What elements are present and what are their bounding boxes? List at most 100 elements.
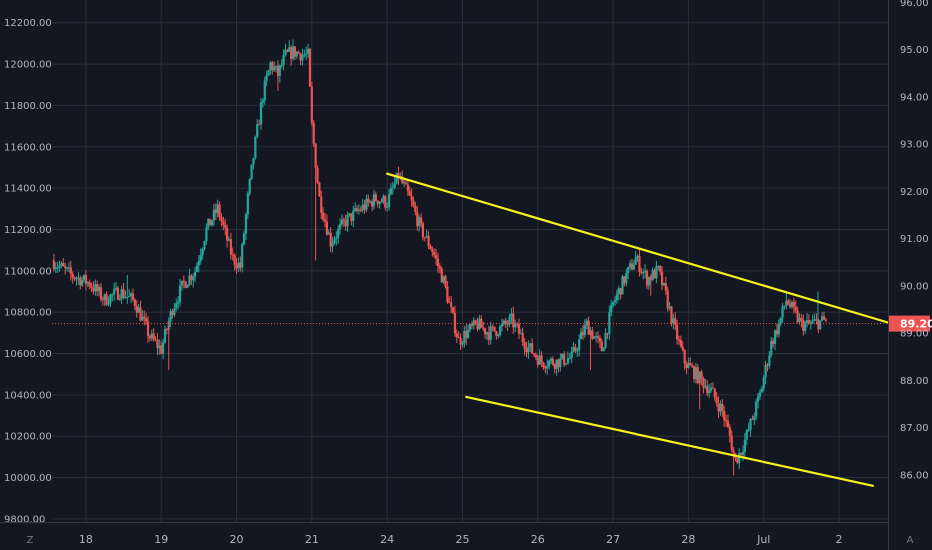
candle — [502, 319, 505, 327]
candle — [491, 324, 494, 332]
candle — [692, 365, 696, 383]
candle-body — [549, 358, 553, 361]
candle-body — [527, 346, 530, 353]
candle — [732, 446, 735, 454]
candle-body — [259, 102, 263, 125]
candle — [92, 281, 95, 295]
candle-body — [446, 286, 449, 302]
candle-body — [129, 293, 133, 296]
candle-body — [122, 289, 125, 298]
candle — [150, 329, 153, 341]
candle — [216, 199, 219, 218]
candle — [804, 320, 807, 334]
candle-body — [227, 239, 231, 241]
candle — [54, 262, 57, 274]
candle-body — [551, 358, 554, 365]
candle-body — [354, 208, 357, 211]
candlestick-series — [52, 39, 827, 476]
right-price-axis[interactable]: 96.00 95.00 94.00 93.00 92.00 91.00 90.00 89.00… — [888, 0, 929, 550]
candle — [525, 341, 528, 358]
candle — [538, 349, 541, 366]
candle-body — [52, 260, 55, 270]
candle — [790, 300, 794, 309]
candle-body — [595, 336, 598, 338]
candle-body — [756, 396, 760, 402]
right-tick-label: 96.00 — [900, 0, 929, 9]
candle-body — [252, 158, 255, 165]
candle — [734, 453, 737, 462]
time-axis[interactable]: 18 19 20 21 24 25 26 27 28 Jul 2 — [0, 522, 888, 547]
candle-body — [802, 320, 805, 331]
channel-trendline[interactable] — [386, 172, 890, 324]
candle-body — [523, 341, 526, 349]
candle — [423, 236, 426, 242]
left-tick-label: 11000.00 — [4, 266, 52, 277]
candle — [384, 194, 387, 211]
candle-body — [265, 75, 268, 81]
candle — [493, 326, 496, 333]
candle-body — [728, 427, 731, 436]
candle-body — [60, 263, 63, 266]
candle — [361, 198, 364, 213]
zoom-corner-button[interactable]: Z — [27, 535, 34, 546]
candle-body — [320, 196, 323, 213]
candle — [348, 213, 351, 217]
candle — [651, 267, 654, 281]
right-tick-label: 92.00 — [900, 187, 929, 198]
candle — [224, 218, 227, 236]
candle-body — [553, 364, 556, 369]
candle-body — [745, 430, 748, 440]
candle-body — [485, 332, 489, 335]
candle — [370, 198, 374, 212]
candle-body — [798, 317, 801, 322]
candle-body — [276, 65, 280, 76]
candle — [645, 269, 649, 290]
candle-body — [216, 204, 219, 214]
candle — [322, 207, 325, 222]
candle-body — [777, 323, 780, 335]
candle-body — [116, 287, 120, 300]
candle — [691, 362, 694, 369]
candle-body — [514, 323, 517, 328]
candle-body — [683, 350, 686, 364]
candle — [636, 254, 639, 262]
candle — [655, 260, 658, 284]
left-price-axis[interactable]: 12200.00 12000.00 11800.00 11600.00 11400.00… — [4, 18, 52, 525]
candle-body — [820, 316, 824, 321]
left-tick-label: 9800.00 — [4, 514, 45, 525]
auto-scale-button[interactable]: A — [907, 535, 914, 546]
date-tick-label: 26 — [531, 533, 545, 546]
candle — [576, 347, 579, 357]
candle — [96, 280, 99, 297]
candle-body — [517, 324, 521, 334]
candle-body — [280, 65, 283, 67]
candle — [354, 202, 357, 212]
candle — [600, 338, 603, 352]
candle-body — [783, 305, 786, 307]
candle — [178, 278, 182, 307]
candle — [171, 309, 174, 319]
candle — [564, 363, 568, 366]
candle — [271, 60, 274, 75]
candle-body — [331, 242, 334, 247]
candle-body — [301, 54, 304, 61]
candle-body — [525, 348, 528, 353]
candle — [668, 301, 671, 311]
candle-body — [510, 313, 513, 317]
left-tick-label: 10600.00 — [4, 349, 52, 360]
candle-body — [559, 358, 562, 368]
channel-trendline[interactable] — [465, 395, 875, 487]
candle — [182, 275, 185, 289]
candle-body — [62, 263, 65, 267]
candle-body — [64, 266, 67, 268]
candle-body — [372, 194, 376, 207]
candle — [512, 306, 515, 334]
candle-body — [389, 188, 393, 195]
candle-body — [483, 328, 487, 335]
candle — [450, 296, 453, 314]
candle — [455, 329, 458, 344]
candle — [736, 457, 739, 465]
candle — [615, 289, 618, 304]
